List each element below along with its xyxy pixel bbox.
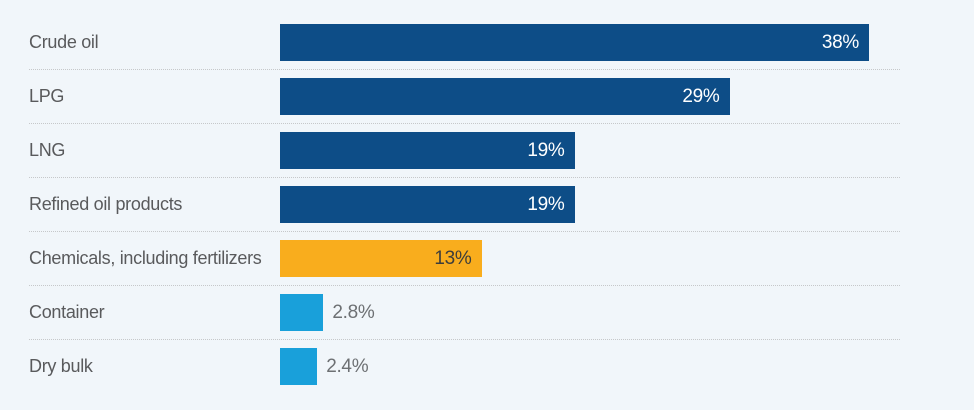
value-label: 2.8% (332, 302, 375, 323)
bar-track: 38% (280, 24, 900, 61)
value-label: 2.4% (326, 356, 369, 377)
category-label: Crude oil (29, 32, 99, 52)
row-chemicals: Chemicals, including fertilizers 13% (29, 232, 900, 286)
bar-lpg: 29% (280, 78, 730, 115)
row-lng: LNG 19% (29, 124, 900, 178)
bar-crude-oil: 38% (280, 24, 869, 61)
value-label: 38% (821, 32, 859, 53)
row-crude-oil: Crude oil 38% (29, 16, 900, 70)
bar-dry-bulk: 2.4% (280, 348, 369, 385)
category-label: LNG (29, 140, 66, 160)
row-refined-oil-products: Refined oil products 19% (29, 178, 900, 232)
value-label: 19% (527, 140, 565, 161)
category-label: Container (29, 302, 105, 322)
bar-refined-oil-products: 19% (280, 186, 575, 223)
row-lpg: LPG 29% (29, 70, 900, 124)
value-label: 13% (434, 248, 472, 269)
bar-track: 19% (280, 186, 900, 223)
row-container: Container 2.8% (29, 286, 900, 340)
category-label: Chemicals, including fertilizers (29, 248, 262, 268)
row-dry-bulk: Dry bulk 2.4% (29, 340, 900, 393)
bar-track: 13% (280, 240, 900, 277)
bar-track: 19% (280, 132, 900, 169)
bar-container: 2.8% (280, 294, 375, 331)
category-label: Refined oil products (29, 194, 183, 214)
bar-chart: Crude oil 38% LPG 29% LNG 19% Refined oi… (29, 0, 900, 393)
bar-chemicals: 13% (280, 240, 482, 277)
value-label: 29% (682, 86, 720, 107)
bar-track: 2.4% (280, 348, 900, 385)
bar-lng: 19% (280, 132, 575, 169)
bar-track: 2.8% (280, 294, 900, 331)
bar-track: 29% (280, 78, 900, 115)
category-label: Dry bulk (29, 356, 93, 376)
value-label: 19% (527, 194, 565, 215)
category-label: LPG (29, 86, 65, 106)
